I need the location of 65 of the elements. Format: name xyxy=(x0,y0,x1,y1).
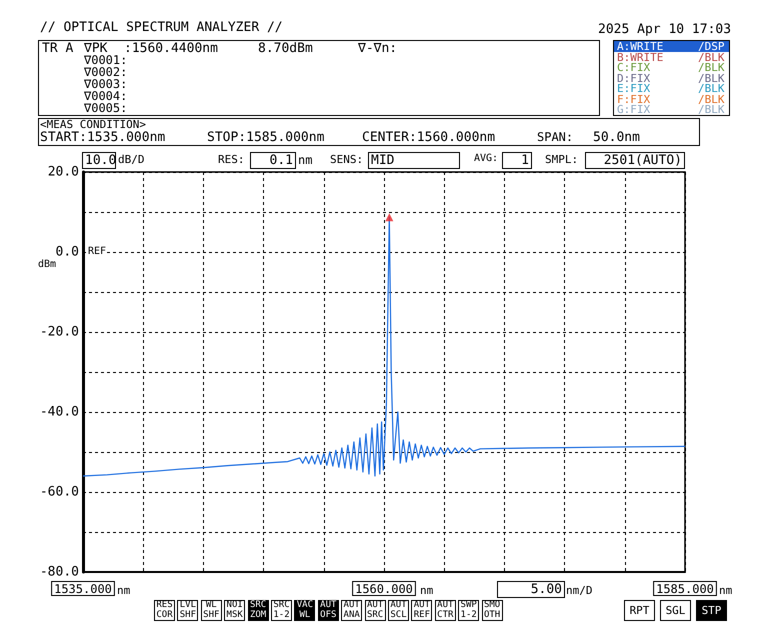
text: SENS: xyxy=(330,153,364,166)
text: CENTER:1560.000nm xyxy=(362,130,496,145)
text: STOP:1585.000nm xyxy=(207,130,324,145)
text: SRC ZOM xyxy=(248,600,269,621)
text: SMPL: xyxy=(545,153,578,166)
text: /DSP xyxy=(698,40,724,53)
text: 8.70dBm xyxy=(258,41,313,56)
text: nm xyxy=(117,584,130,597)
x-tick-label: 1585.000 xyxy=(656,582,714,596)
text: /BLK xyxy=(698,50,724,64)
y-tick-label: -60.0 xyxy=(40,484,79,500)
text: TR A xyxy=(42,41,74,56)
text: ∇0001: xyxy=(84,53,128,67)
text: G:FIX xyxy=(617,103,650,116)
text: STP xyxy=(696,600,727,621)
text: C:FIX xyxy=(617,61,650,74)
y-tick-label: 0.0 xyxy=(56,244,79,260)
text: 10.0 xyxy=(82,152,116,169)
text: RPT xyxy=(624,600,655,621)
text: SGL xyxy=(660,600,691,621)
text: E:FIX xyxy=(617,82,650,95)
text: ∇PK xyxy=(84,41,108,56)
text: 2025 Apr 10 17:03 xyxy=(598,22,732,37)
text: RES: xyxy=(218,153,244,166)
text: B:WRITE xyxy=(617,50,664,64)
text: ∇-∇n: xyxy=(358,41,398,56)
x-tick-label: 1560.000 xyxy=(355,582,413,596)
text: D:FIX xyxy=(617,72,650,84)
text: dB/D xyxy=(118,153,144,166)
text: /BLK xyxy=(698,92,724,106)
y-tick-label: -80.0 xyxy=(40,564,79,580)
text: 2501(AUTO) xyxy=(585,152,685,169)
text: MID xyxy=(368,152,460,169)
text: <MEAS CONDITION> xyxy=(40,118,146,131)
text: :1560.4400nm xyxy=(124,41,218,56)
text: ∇0004: xyxy=(84,89,128,103)
text: 1 xyxy=(502,152,532,169)
text: ∇0002: xyxy=(84,65,128,79)
text: 5.00 xyxy=(497,581,565,598)
text: /BLK xyxy=(698,72,724,84)
text: nm xyxy=(719,584,732,597)
text: nm xyxy=(298,153,312,167)
text: ∇0005: xyxy=(84,101,128,115)
text: VAC WL xyxy=(294,600,316,621)
text: AUT OFS xyxy=(318,600,339,621)
text: nm xyxy=(420,584,434,597)
text: SPAN: xyxy=(537,130,574,144)
text: AVG: xyxy=(474,153,498,164)
text: 50.0nm xyxy=(593,130,640,145)
text: nm/D xyxy=(566,584,592,597)
text: // OPTICAL SPECTRUM ANALYZER // xyxy=(40,20,283,35)
text: /BLK xyxy=(698,61,724,74)
text: F:FIX xyxy=(617,92,650,106)
text: ∇0003: xyxy=(84,77,128,91)
y-tick-label: -40.0 xyxy=(40,404,79,420)
text: START:1535.000nm xyxy=(40,130,166,145)
x-tick-label: 1535.000 xyxy=(54,582,112,596)
text: A:WRITE xyxy=(617,40,664,53)
text: 0.1 xyxy=(250,152,296,169)
y-tick-label: 20.0 xyxy=(48,164,79,180)
y-tick-label: -20.0 xyxy=(40,324,79,340)
text: dBm xyxy=(38,259,56,270)
text: /BLK xyxy=(698,103,724,116)
annotation: REF xyxy=(88,246,106,257)
text: /BLK xyxy=(698,82,724,95)
